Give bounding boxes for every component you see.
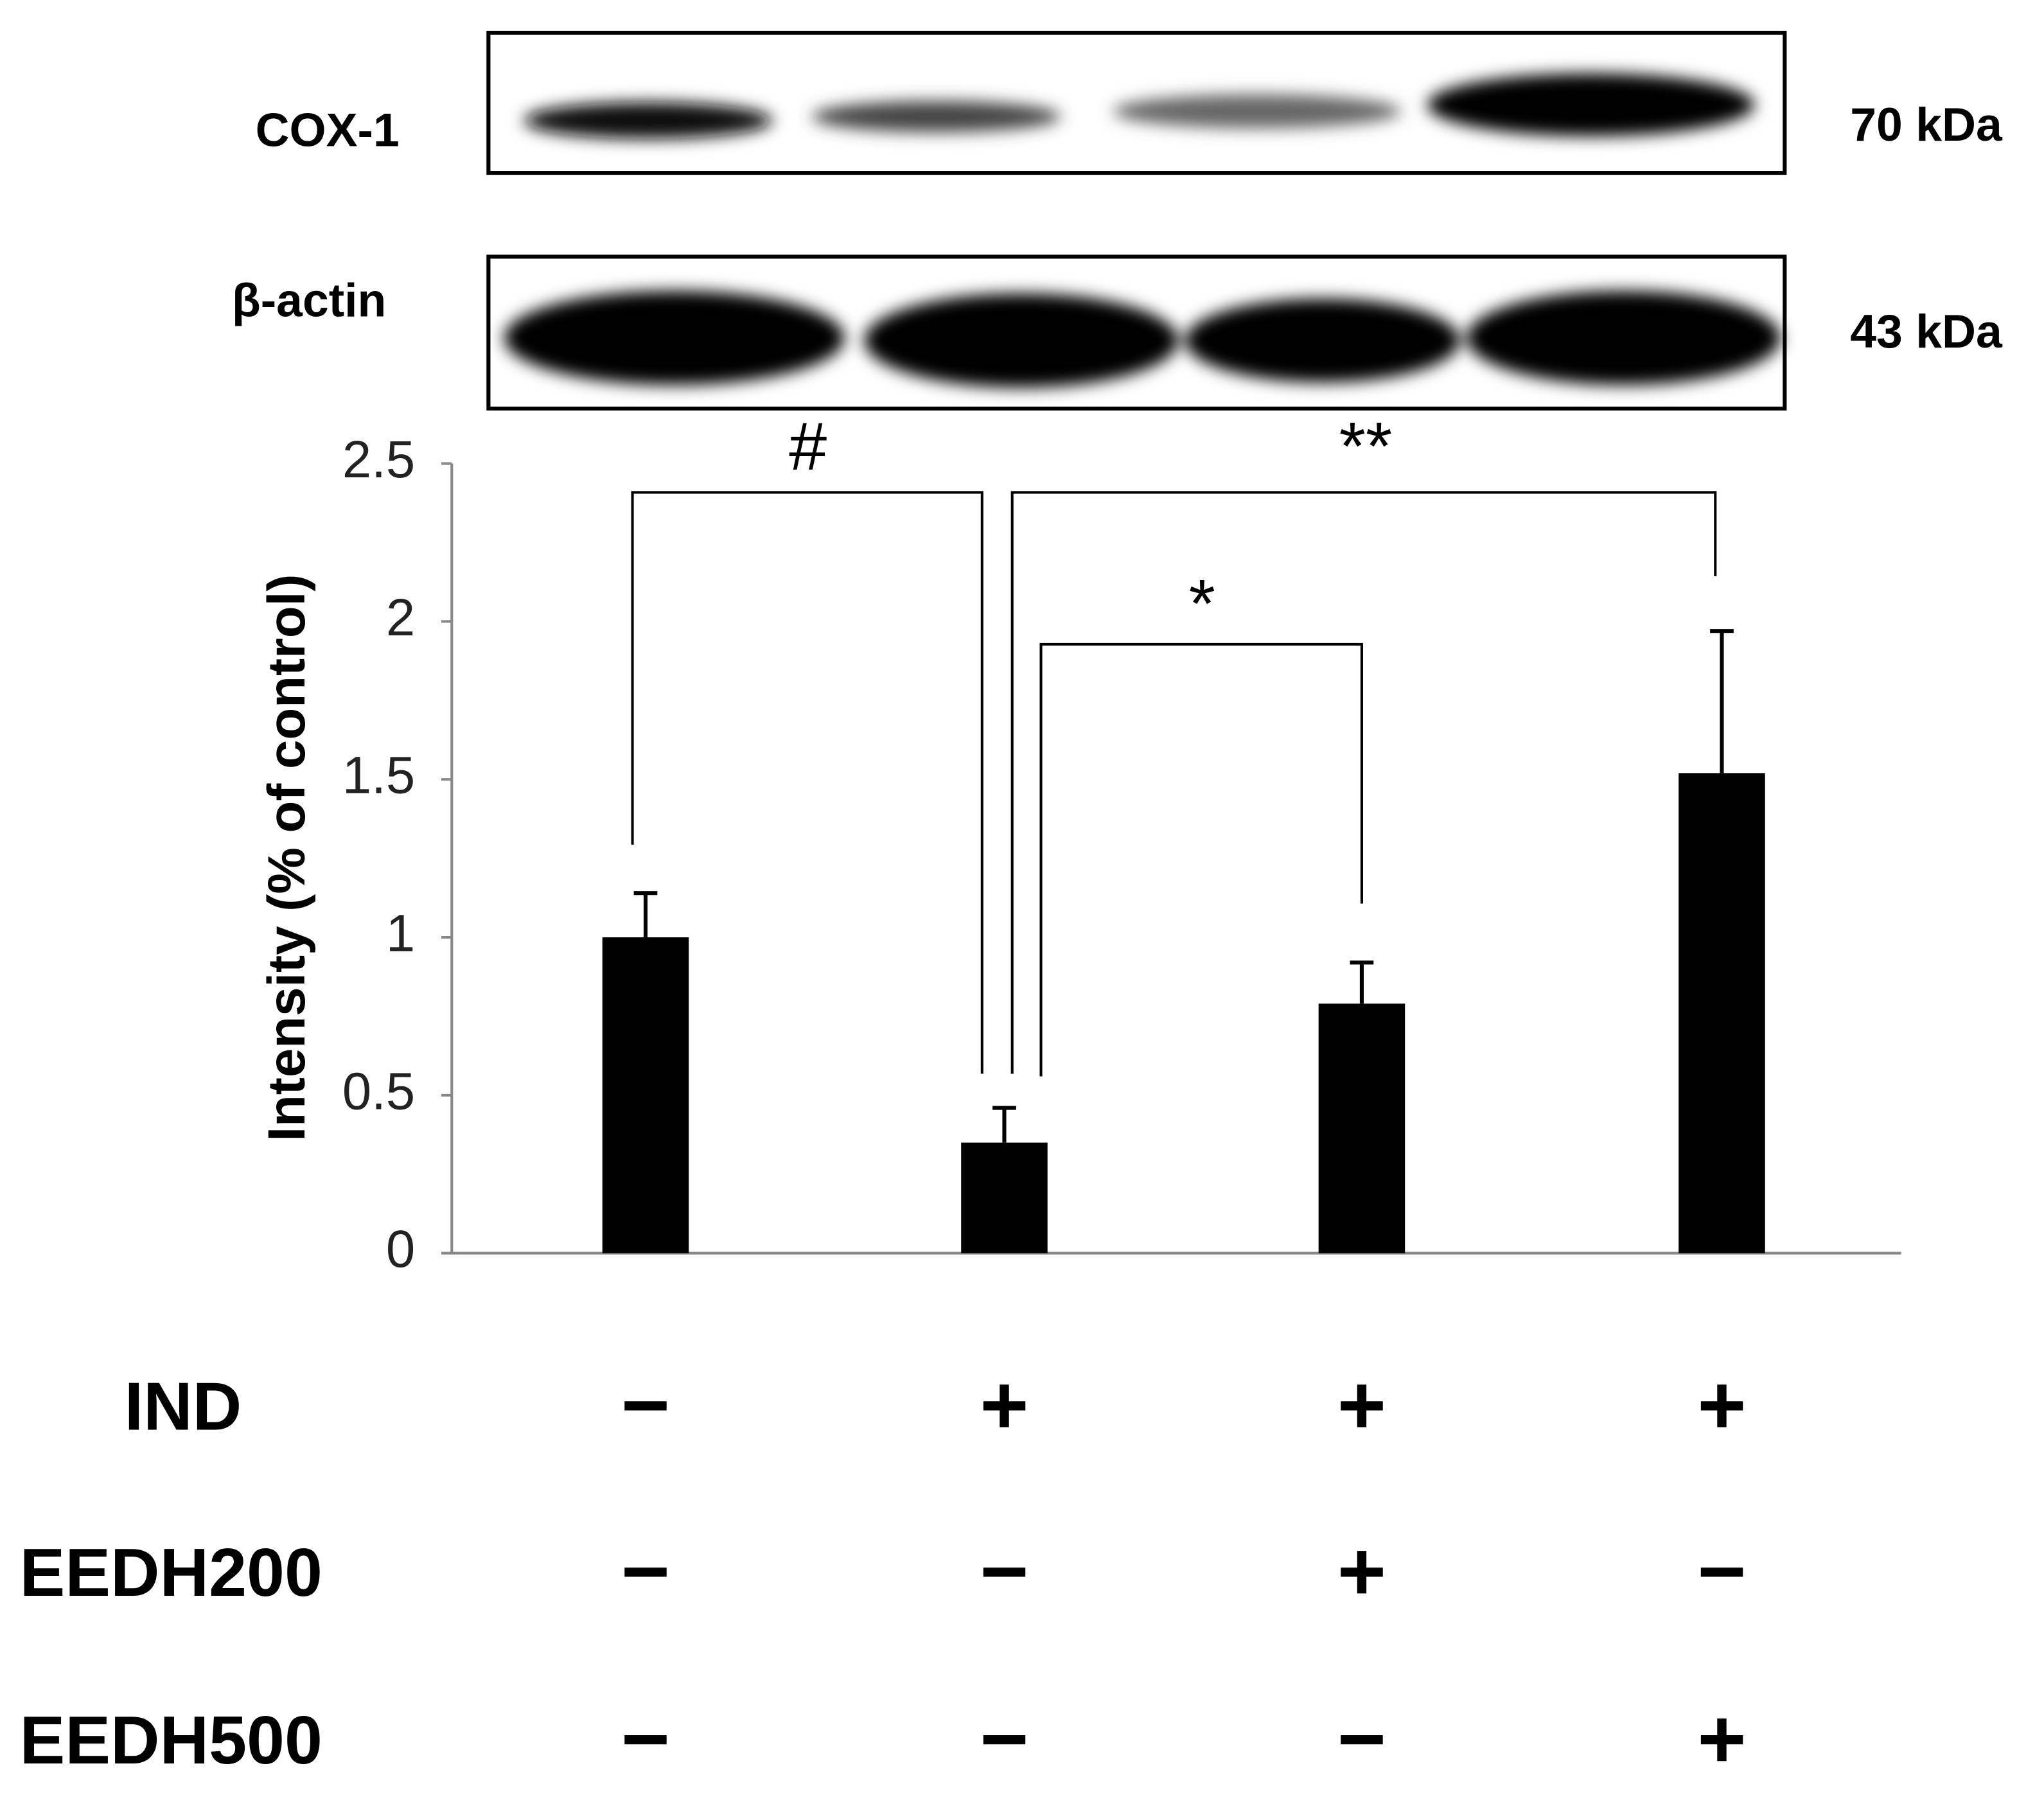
significance-label: ** (1339, 409, 1393, 484)
significance-bracket (1010, 491, 1717, 1074)
significance-bracket (631, 491, 983, 1074)
bar (1318, 1003, 1405, 1253)
blot-size: 43 kDa (1850, 305, 2003, 358)
blot-label: COX-1 (256, 103, 400, 156)
error-bar (633, 891, 658, 938)
treatment-sign: − (1697, 1524, 1746, 1618)
blot-actin: β-actin 43 kDa (232, 254, 2003, 411)
y-tick-label: 0 (386, 1220, 415, 1278)
treatment-sign: + (1697, 1692, 1746, 1786)
treatment-name: EEDH500 (20, 1702, 322, 1778)
treatment-sign: + (1697, 1358, 1746, 1452)
y-tick-label: 1.5 (342, 746, 415, 805)
error-bar (1710, 629, 1734, 773)
treatment-sign: − (621, 1358, 670, 1452)
blot-cox1: COX-1 70 kDa (256, 30, 2003, 175)
treatment-sign: + (1337, 1524, 1386, 1618)
error-bar (1350, 960, 1374, 1004)
treatment-sign: − (1337, 1692, 1386, 1786)
y-tick-label: 2.5 (342, 430, 415, 489)
treatment-sign: − (980, 1692, 1028, 1786)
y-tick-label: 2 (386, 588, 415, 647)
treatment-sign: − (621, 1524, 670, 1618)
error-bar (992, 1106, 1016, 1143)
treatment-name: IND (125, 1368, 242, 1444)
treatment-sign: + (980, 1358, 1028, 1452)
significance-bracket (1039, 642, 1363, 1077)
y-axis-label: Intensity (% of control) (258, 574, 316, 1142)
blot-size: 70 kDa (1850, 98, 2003, 151)
treatment-sign: − (621, 1692, 670, 1786)
bar (1678, 773, 1765, 1253)
y-tick-label: 0.5 (342, 1062, 415, 1120)
treatment-sign: − (980, 1524, 1028, 1618)
significance-label: # (789, 409, 827, 484)
bar (602, 937, 689, 1253)
blot-label: β-actin (232, 274, 386, 326)
treatment-name: EEDH200 (20, 1535, 322, 1611)
treatment-sign: + (1337, 1358, 1386, 1452)
y-tick-label: 1 (386, 905, 415, 963)
bar (961, 1142, 1048, 1253)
significance-label: * (1189, 566, 1215, 642)
